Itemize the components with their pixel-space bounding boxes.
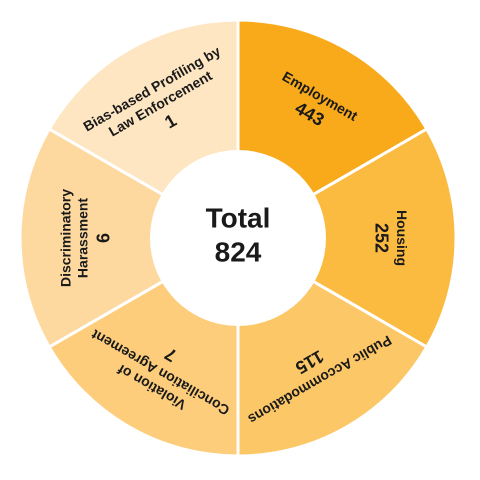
category-label: Housing — [394, 210, 410, 266]
slice — [18, 126, 241, 350]
value-label: 6 — [93, 233, 113, 243]
slice — [234, 126, 458, 350]
donut-hole — [150, 150, 326, 326]
total: 824 — [215, 236, 262, 267]
center-label: Total — [206, 202, 271, 233]
value-label: 252 — [371, 223, 391, 253]
category-label: DiscriminatoryHarassment — [57, 189, 90, 287]
slice-label: DiscriminatoryHarassment 6 — [57, 189, 113, 287]
